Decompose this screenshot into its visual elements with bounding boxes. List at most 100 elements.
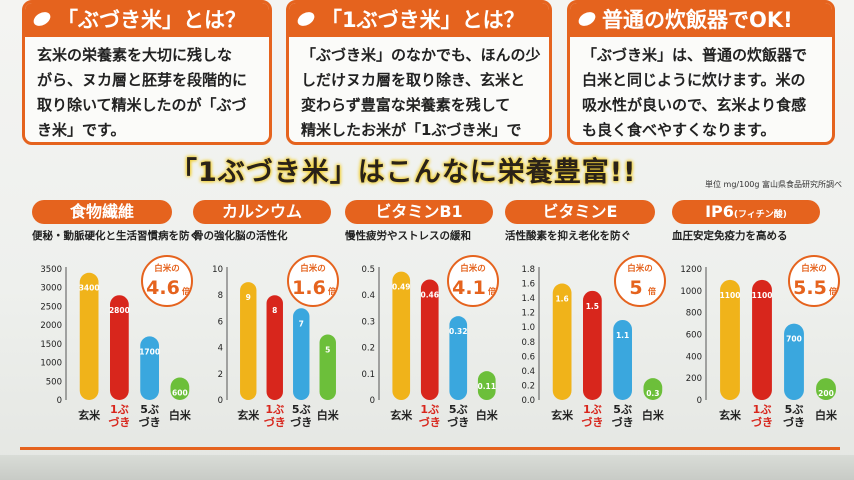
rice-grain-icon [31,9,53,29]
y-tick-label: 0.4 [361,291,375,301]
y-tick-label: 0.0 [521,396,535,406]
info-line: 吸水性が良いので、玄米より食感 [582,96,807,114]
bar-value-label: 0.49 [392,283,411,292]
bar-2 [582,290,602,400]
info-box-body: 「ぶづき米」のなかでも、ほんの少 しだけヌカ層を取り除き、玄米と 変わらず豊富な… [301,43,541,142]
info-box-rice-cooker: 普通の炊飯器でOK! 「ぶづき米」は、普通の炊飯器で 白米と同じように炊けます。… [567,0,835,145]
info-box-title-text: 「ぶづき米」とは？ [57,8,246,32]
category-label: 白米 [317,408,340,422]
bar-value-label: 3400 [79,284,100,293]
headline: 「1ぶづき米」はこんなに栄養豊富!! [170,157,637,188]
info-box-budzukimai: 「ぶづき米」とは？ 玄米の栄養素を大切に残しな がら、ヌカ層と胚芽を段階的に 取… [22,0,272,145]
y-tick-label: 600 [686,331,702,341]
info-line: 変わらず豊富な栄養素を残して [301,96,511,114]
y-tick-label: 1.2 [521,309,535,319]
bar-value-label: 1100 [720,291,741,300]
category-label: 玄米 [237,408,260,422]
bar-value-label: 700 [786,335,802,344]
panel-title-pill: 食物繊維 [32,200,172,224]
info-line: 白米と同じように炊けます。米の [582,71,806,89]
ratio-badge-label: 白米の [300,263,326,274]
category-label: 玄米 [78,408,101,422]
category-label: づき [783,415,805,429]
category-label: 5ぶ [449,403,468,416]
bar-1 [552,283,572,400]
category-label: 1ぶ [420,403,439,416]
info-box-1budzukimai: 「1ぶづき米」とは？ 「ぶづき米」のなかでも、ほんの少 しだけヌカ層を取り除き、… [286,0,552,145]
y-tick-label: 1000 [40,359,62,369]
y-tick-label: 0 [57,396,62,406]
bar-3 [449,316,468,400]
info-box-title-text: 普通の炊飯器でOK! [602,8,793,32]
bottom-border [20,447,840,450]
y-tick-label: 0.2 [361,344,375,354]
bar-4 [319,334,336,400]
bar-value-label: 1100 [752,291,773,300]
y-tick-label: 1.0 [521,323,535,333]
y-tick-label: 0 [370,396,375,406]
bar-3 [613,319,633,400]
bar-value-label: 5 [325,346,330,355]
bar-4 [643,378,663,400]
bar-value-label: 0.11 [477,382,496,391]
y-tick-label: 4 [218,344,223,354]
y-tick-label: 1000 [680,287,702,297]
bar-1 [240,282,257,400]
y-tick-label: 500 [46,377,62,387]
ratio-badge-label: 白米の [460,263,486,274]
y-tick-label: 200 [686,374,702,384]
bar-value-label: 9 [246,293,251,302]
bar-2 [109,295,129,400]
bar-value-label: 8 [272,306,277,315]
panel-title-sub: (フィチン酸) [733,210,787,220]
info-line: 「ぶづき米」は、普通の炊飯器で [582,46,808,64]
bar-3 [293,308,310,400]
ratio-badge-unit: 倍 [181,286,190,296]
nutrient-panel-vitamin-b1: ビタミンB1 慢性疲労やストレスの緩和 0 0.1 0.2 0.3 0.4 0.5 0.49… [345,200,503,450]
bar-value-label: 1.6 [555,295,568,304]
info-box-title: 「ぶづき米」とは？ [25,3,269,37]
ratio-badge-number: 4.1 [452,277,486,299]
bar-value-label: 2800 [109,306,130,315]
y-tick-label: 800 [686,309,702,319]
bar-value-label: 7 [299,319,304,328]
bar-1 [79,272,99,400]
info-line: き米」です。 [37,121,126,139]
panel-title: ビタミンB1 [375,202,463,221]
y-tick-label: 1200 [680,265,702,275]
bar-4 [816,378,836,400]
info-line: 玄米の栄養素を大切に残しな [37,46,233,64]
panel-title: IP6 [705,202,734,221]
ratio-badge-label: 白米の [627,263,653,274]
bar-value-label: 0.32 [449,327,468,336]
bar-value-label: 0.3 [646,389,659,398]
bar-value-label: 0.46 [420,290,439,299]
ratio-badge-label: 白米の [801,263,827,274]
info-line: しだけヌカ層を取り除き、玄米と [301,71,525,89]
bar-1 [720,279,740,400]
y-tick-label: 0 [218,396,223,406]
category-label: づき [108,415,130,429]
bar-4 [170,377,190,400]
category-label: 白米 [642,408,665,422]
ratio-badge-label: 白米の [154,263,180,274]
y-tick-label: 0.5 [361,265,375,275]
bar-value-label: 600 [172,389,188,398]
category-label: 5ぶ [140,403,159,416]
category-label: づき [419,415,441,429]
y-tick-label: 0.6 [521,352,535,362]
bar-chart-vitamin-e: 0.0 0.2 0.4 0.6 0.8 1.0 1.2 1.4 1.6 1.8 1.6 玄米 1.5 1ぶ… [521,255,666,429]
y-tick-label: 1500 [40,340,62,350]
bar-4 [477,371,496,400]
ratio-badge-unit: 倍 [487,286,496,296]
category-label: 1ぶ [753,403,772,416]
category-label: 白米 [815,408,838,422]
bar-value-label: 1700 [139,347,160,356]
ratio-badge [788,255,840,307]
ratio-badge-number: 1.6 [292,277,326,299]
y-tick-label: 1.8 [521,265,535,275]
bar-chart-ip6: 0 200 400 600 800 1000 1200 1100 玄米 1100 1ぶづき 700 5ぶ… [680,255,840,429]
bar-value-label: 1.5 [586,302,599,311]
